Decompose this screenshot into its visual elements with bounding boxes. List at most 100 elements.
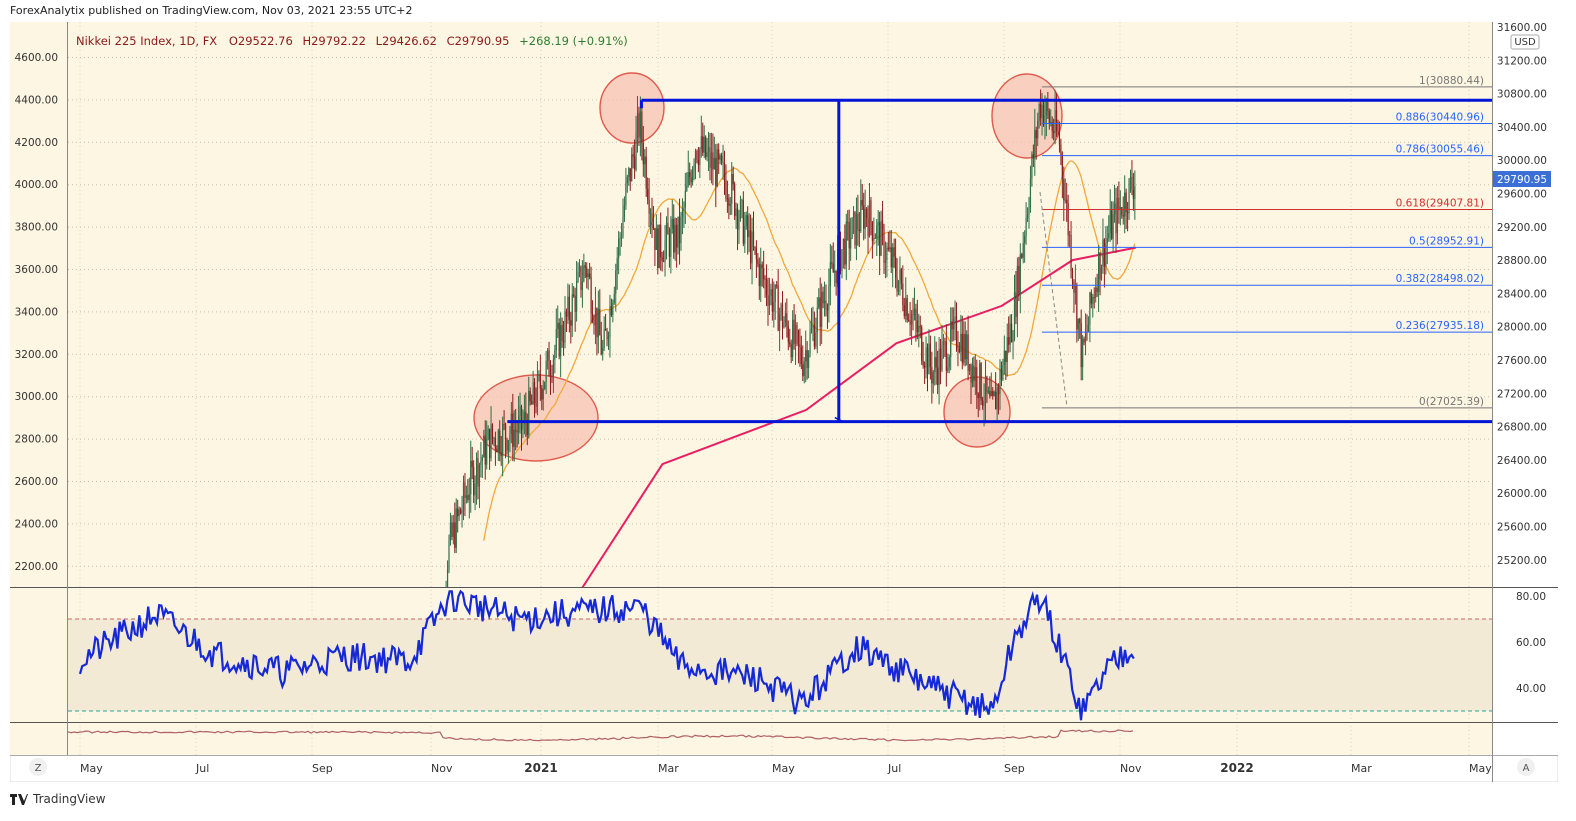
candle-body bbox=[474, 483, 476, 496]
candle-body bbox=[648, 199, 650, 214]
candle-body bbox=[1022, 243, 1024, 258]
zoom-button-circle[interactable] bbox=[29, 758, 47, 776]
candle-body bbox=[1024, 235, 1026, 244]
symbol-legend[interactable]: Nikkei 225 Index, 1D, FX O29522.76 H2979… bbox=[76, 34, 628, 48]
candle-body bbox=[1105, 243, 1107, 267]
candle-body bbox=[1047, 102, 1049, 112]
zoom-button[interactable]: Z bbox=[35, 763, 42, 774]
candle-body bbox=[604, 329, 607, 331]
candle-body bbox=[815, 332, 817, 347]
candle-body bbox=[793, 319, 795, 344]
candle-body bbox=[912, 314, 914, 316]
candle-body bbox=[739, 200, 742, 219]
last-price-text: 29790.95 bbox=[1497, 174, 1547, 186]
candle-body bbox=[805, 350, 807, 362]
candle-body bbox=[913, 308, 916, 316]
candle-body bbox=[470, 460, 472, 495]
candle-body bbox=[494, 438, 496, 449]
candle-body bbox=[1125, 192, 1127, 212]
candle-body bbox=[790, 344, 792, 358]
candle-body bbox=[858, 229, 860, 232]
candle-body bbox=[768, 295, 771, 306]
candle-body bbox=[1009, 323, 1011, 345]
candle-body bbox=[632, 154, 634, 157]
candle-body bbox=[909, 320, 911, 325]
candle-body bbox=[625, 182, 627, 206]
candle-body bbox=[639, 111, 641, 138]
candle-body bbox=[570, 320, 572, 326]
candle-body bbox=[612, 302, 614, 316]
left-axis-tick: 3800.00 bbox=[15, 222, 58, 234]
candle-body bbox=[1068, 235, 1071, 236]
candle-body bbox=[513, 429, 515, 447]
price-chart[interactable]: 1(30880.44) 0.886(30440.96) 0.786(30055.46… bbox=[9, 21, 1559, 783]
candle-body bbox=[863, 205, 865, 229]
candle-body bbox=[952, 319, 955, 330]
candle-body bbox=[1064, 199, 1066, 201]
candle-body bbox=[813, 324, 815, 347]
candle-body bbox=[707, 147, 710, 153]
candle-body bbox=[1134, 186, 1136, 199]
candle-body bbox=[847, 221, 849, 223]
candle-body bbox=[532, 382, 534, 405]
candle-body bbox=[603, 329, 605, 348]
candle-body bbox=[1116, 197, 1119, 234]
right-axis-tick: 27600.00 bbox=[1497, 355, 1547, 367]
legend-change: +268.19 (+0.91%) bbox=[519, 34, 628, 48]
chart-frame[interactable]: 1(30880.44) 0.886(30440.96) 0.786(30055.46… bbox=[9, 21, 1559, 783]
candle-body bbox=[618, 238, 620, 259]
candle-body bbox=[942, 341, 945, 346]
candle-body bbox=[1103, 239, 1105, 267]
rsi-line bbox=[78, 589, 1135, 721]
candle-body bbox=[922, 360, 924, 366]
candle-body bbox=[749, 230, 752, 264]
candle-body bbox=[851, 217, 853, 239]
fib-level-label: 0.5(28952.91) bbox=[1409, 235, 1484, 247]
candle-body bbox=[1021, 254, 1023, 258]
candle-body bbox=[947, 367, 949, 371]
candle-body bbox=[568, 296, 570, 321]
candle-body bbox=[504, 424, 507, 440]
footer[interactable]: TradingView bbox=[10, 792, 106, 806]
candle-body bbox=[1126, 211, 1129, 214]
candle-body bbox=[507, 440, 510, 451]
candle-body bbox=[761, 264, 763, 269]
candle-body bbox=[950, 321, 952, 357]
right-axis-tick: 28800.00 bbox=[1497, 255, 1547, 267]
fib-level-label: 0.618(29407.81) bbox=[1396, 197, 1484, 209]
right-axis-tick: 30400.00 bbox=[1497, 122, 1547, 134]
candle-body bbox=[890, 247, 892, 268]
candle-body bbox=[826, 308, 829, 311]
candle-body bbox=[468, 494, 470, 500]
candle-body bbox=[657, 228, 659, 268]
candle-body bbox=[964, 333, 966, 360]
candle-body bbox=[784, 313, 786, 323]
candle-body bbox=[902, 283, 904, 306]
candle-body bbox=[944, 341, 946, 343]
candle-body bbox=[710, 152, 713, 168]
candle-body bbox=[676, 224, 678, 248]
candle-body bbox=[706, 152, 708, 158]
candle-body bbox=[557, 322, 559, 330]
candle-body bbox=[478, 464, 481, 487]
candle-body bbox=[957, 346, 959, 349]
candle-body bbox=[475, 458, 478, 484]
candle-body bbox=[915, 308, 917, 321]
fib-level-label: 1(30880.44) bbox=[1419, 75, 1484, 87]
candle-body bbox=[449, 522, 452, 541]
time-axis-label: Mar bbox=[658, 762, 679, 775]
auto-scale-button[interactable]: A bbox=[1523, 763, 1530, 774]
candle-body bbox=[1054, 110, 1056, 134]
candle-body bbox=[1111, 210, 1113, 239]
candle-body bbox=[803, 361, 805, 377]
right-axis-background bbox=[1493, 22, 1558, 755]
candle-body bbox=[977, 393, 979, 399]
candle-body bbox=[516, 431, 518, 433]
time-axis-label: 2021 bbox=[524, 761, 557, 775]
auto-scale-button-circle[interactable] bbox=[1517, 758, 1535, 776]
candle-body bbox=[660, 224, 662, 258]
candle-body bbox=[1051, 121, 1053, 132]
left-axis-tick: 4200.00 bbox=[15, 137, 58, 149]
candle-body bbox=[908, 320, 910, 321]
candle-body bbox=[590, 277, 592, 314]
